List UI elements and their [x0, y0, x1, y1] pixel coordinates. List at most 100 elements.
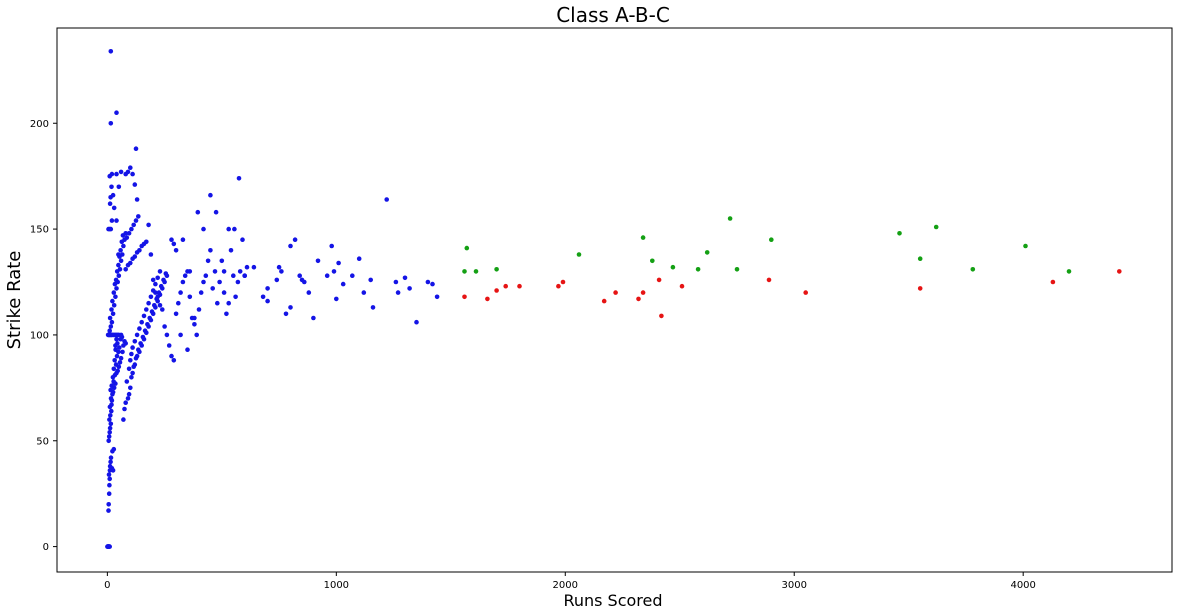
data-point	[124, 379, 130, 384]
data-point	[130, 370, 135, 376]
data-point	[970, 267, 976, 272]
data-point	[221, 290, 227, 295]
data-point	[133, 146, 139, 151]
data-point	[414, 319, 419, 325]
x-tick-label: 4000	[1010, 580, 1035, 591]
data-point	[157, 269, 163, 274]
data-point	[136, 214, 141, 219]
data-point	[350, 273, 355, 279]
data-point	[128, 358, 133, 363]
data-point	[155, 294, 160, 300]
data-point	[237, 269, 243, 274]
data-point	[640, 235, 646, 240]
data-point	[803, 290, 808, 295]
data-point	[111, 366, 117, 372]
data-point	[141, 313, 147, 319]
data-point	[192, 315, 197, 321]
data-point	[109, 184, 114, 190]
data-point	[122, 406, 127, 412]
data-point	[171, 358, 177, 363]
data-point	[113, 277, 119, 283]
data-point	[116, 262, 121, 268]
data-point	[120, 349, 125, 355]
data-point	[114, 353, 120, 359]
data-point	[402, 275, 408, 281]
data-point	[407, 286, 412, 291]
data-point	[114, 171, 119, 177]
data-point	[395, 290, 401, 295]
y-tick-label: 100	[30, 330, 49, 341]
data-point	[384, 197, 390, 202]
data-point	[205, 258, 211, 264]
data-point	[134, 197, 140, 202]
data-point	[306, 290, 312, 295]
data-point	[113, 347, 118, 353]
data-point	[124, 235, 130, 240]
x-axis: 0 1000 2000 3000 4000	[104, 572, 1036, 591]
data-point	[393, 279, 399, 285]
data-point	[123, 341, 128, 346]
data-point	[517, 283, 522, 289]
data-point	[242, 273, 247, 279]
data-point	[473, 269, 479, 274]
data-point	[129, 226, 134, 232]
data-point	[334, 296, 339, 302]
data-point	[114, 286, 119, 291]
data-point	[125, 169, 131, 175]
data-point	[118, 169, 124, 175]
data-point	[123, 400, 128, 406]
data-point	[107, 417, 112, 422]
data-point	[336, 260, 341, 266]
data-point	[148, 294, 154, 300]
data-point	[679, 283, 685, 289]
data-point	[560, 279, 566, 285]
data-point	[640, 290, 646, 295]
data-point	[173, 248, 179, 253]
data-point	[201, 226, 206, 232]
data-point	[766, 277, 772, 283]
data-point	[152, 303, 157, 308]
data-point	[192, 322, 197, 327]
data-point	[110, 192, 116, 198]
data-point	[150, 277, 156, 283]
data-point	[297, 273, 303, 279]
data-point	[128, 165, 133, 170]
data-point	[148, 252, 154, 257]
data-point	[106, 472, 112, 477]
data-point	[109, 319, 115, 325]
data-point	[233, 294, 238, 300]
data-point	[659, 313, 664, 319]
data-point	[109, 408, 114, 414]
data-point	[213, 209, 219, 215]
data-point	[121, 417, 126, 422]
y-tick-label: 0	[43, 542, 49, 553]
data-point	[153, 290, 158, 295]
data-point	[134, 332, 140, 338]
data-point	[163, 271, 169, 276]
data-point	[215, 300, 220, 306]
data-point	[112, 358, 117, 363]
data-point	[231, 273, 236, 279]
data-point	[217, 279, 222, 285]
data-point	[131, 222, 136, 228]
data-point	[182, 273, 188, 279]
data-point	[111, 290, 117, 295]
data-point	[109, 307, 114, 312]
data-point	[137, 326, 142, 331]
data-point	[368, 277, 374, 283]
data-point	[111, 446, 117, 452]
data-point	[107, 425, 113, 431]
data-point	[288, 243, 293, 249]
data-point	[769, 237, 774, 242]
data-point	[331, 269, 337, 274]
data-point	[494, 288, 499, 293]
data-point	[118, 332, 124, 338]
data-point	[109, 218, 115, 223]
data-point	[117, 360, 123, 365]
data-point	[117, 267, 123, 272]
data-point	[195, 209, 201, 215]
data-point	[128, 260, 133, 266]
data-point	[232, 226, 237, 232]
data-point	[114, 218, 119, 223]
data-point	[576, 252, 582, 257]
